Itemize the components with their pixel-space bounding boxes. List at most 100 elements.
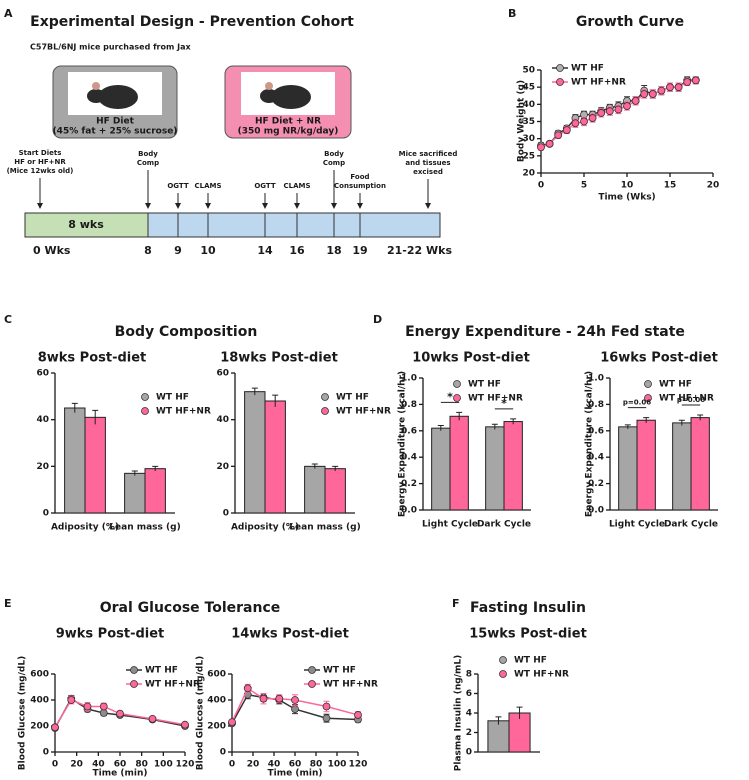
legend-marker (308, 666, 316, 674)
data-point (666, 83, 674, 92)
y-tick-label: 0.2 (401, 479, 417, 489)
timeline-tick-label: 19 (352, 244, 367, 257)
x-tick-label: 100 (154, 760, 173, 770)
data-point (148, 714, 157, 723)
event-label: Comp (323, 159, 345, 167)
y-axis-label: Blood Glucose (mg/dL) (18, 656, 28, 770)
error-bar (510, 418, 517, 425)
panel-title: Oral Glucose Tolerance (100, 600, 281, 616)
bar (124, 472, 146, 514)
y-tick-label: 200 (30, 722, 49, 732)
bar (487, 720, 510, 753)
y-axis-label: Blood Glucose (mg/dL) (196, 656, 206, 770)
y-tick-label: 8 (466, 670, 472, 680)
y-axis-label: Energy Expenditure (kcal/hr) (398, 371, 408, 517)
x-tick-label: Light Cycle (422, 520, 478, 530)
bar (84, 416, 106, 514)
legend-marker (556, 64, 564, 72)
diet-detail: (350 mg NR/kg/day) (238, 127, 339, 137)
error-bar (624, 424, 631, 429)
y-tick-label: 0 (223, 509, 229, 519)
x-tick-label: 80 (135, 760, 148, 770)
data-point (588, 114, 597, 122)
error-bar (437, 425, 444, 431)
legend-label: WT HF (156, 393, 189, 403)
data-point (243, 684, 252, 693)
legend-label: WT HF (323, 666, 356, 676)
error-bar (456, 411, 463, 421)
y-tick-label: 1.0 (588, 374, 604, 384)
panel-label: E (4, 597, 12, 610)
x-tick-label: 60 (114, 760, 127, 770)
x-tick-label: 60 (289, 760, 302, 770)
arrow-head (294, 203, 300, 209)
panel-label: B (508, 7, 516, 20)
error-bar (251, 387, 258, 396)
y-tick-label: 0.8 (588, 400, 604, 410)
x-tick-label: 0 (52, 760, 58, 770)
bar (485, 426, 505, 511)
bar (690, 417, 710, 511)
design-title: Experimental Design - Prevention Cohort (30, 14, 354, 30)
legend-label: WT HF+NR (514, 670, 569, 680)
panel-label: A (4, 7, 13, 20)
x-tick-label: Lean mass (g) (289, 523, 360, 533)
data-point (614, 105, 623, 114)
bar (431, 427, 451, 511)
annotation: p=0.06 (623, 399, 651, 407)
data-point (623, 102, 631, 110)
y-tick-label: 60 (36, 369, 49, 379)
legend-marker (644, 380, 652, 388)
timeline-tick-label: 21-22 Wks (387, 244, 452, 257)
error-bar (71, 402, 78, 413)
y-tick-label: 20 (216, 462, 229, 472)
data-point (83, 702, 92, 711)
y-tick-label: 4 (466, 709, 472, 719)
x-tick-label: 0 (538, 181, 544, 191)
x-tick-label: 0 (229, 760, 235, 770)
error-bar (491, 423, 498, 430)
legend-marker (321, 407, 329, 415)
y-tick-label: 40 (216, 415, 229, 425)
x-axis-label: Time (Wks) (598, 193, 655, 203)
legend-label: WT HF (571, 64, 604, 74)
x-tick-label: 15 (664, 181, 677, 191)
event-label: Body (324, 150, 344, 158)
x-tick-label: 10 (621, 181, 634, 191)
y-tick-label: 0.6 (401, 426, 417, 436)
legend-label: WT HF+NR (156, 407, 211, 417)
arrow-head (175, 203, 181, 209)
error-bar (697, 414, 704, 421)
timeline-tick-label: 16 (289, 244, 305, 257)
event-label: OGTT (254, 182, 276, 190)
y-tick-label: 0.4 (401, 453, 417, 463)
data-point (545, 139, 554, 148)
mouse-head (87, 89, 105, 103)
mouse-body (98, 85, 138, 109)
y-tick-label: 45 (522, 83, 535, 93)
x-tick-label: Dark Cycle (664, 520, 718, 530)
y-tick-label: 200 (207, 722, 226, 732)
y-tick-label: 0.0 (588, 506, 604, 516)
data-point (259, 694, 268, 703)
y-tick-label: 30 (522, 134, 535, 144)
x-tick-label: 20 (247, 760, 260, 770)
y-tick-label: 60 (216, 369, 229, 379)
panel-title: Energy Expenditure - 24h Fed state (405, 324, 685, 340)
phase-label: 8 wks (68, 218, 104, 231)
panel-label: F (452, 597, 460, 610)
data-point (67, 696, 76, 704)
data-point (657, 86, 666, 95)
event-label: CLAMS (283, 182, 310, 190)
data-point (291, 705, 299, 713)
y-tick-label: 6 (466, 689, 472, 699)
y-tick-label: 600 (30, 670, 49, 680)
data-point (537, 143, 545, 152)
error-bar (92, 409, 99, 425)
data-point (116, 709, 124, 718)
chart-title: 16wks Post-diet (600, 351, 718, 366)
x-tick-label: Adiposity (%) (231, 523, 299, 533)
legend-label: WT HF (514, 656, 547, 666)
data-point (291, 696, 299, 704)
data-point (580, 117, 588, 126)
